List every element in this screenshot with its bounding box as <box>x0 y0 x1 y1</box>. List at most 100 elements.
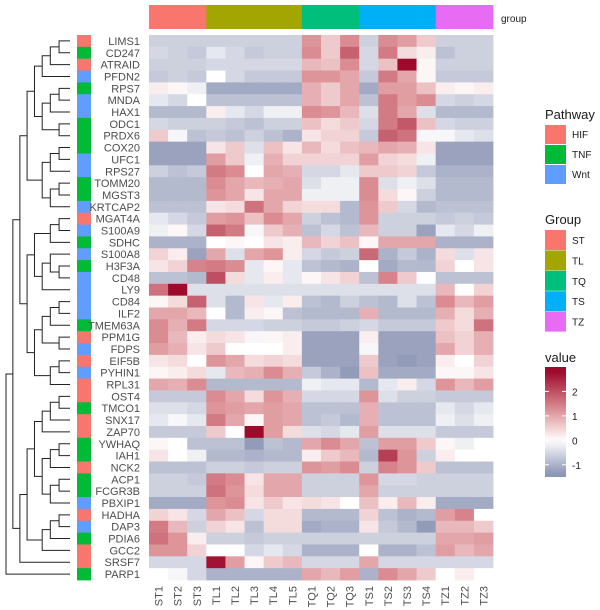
heatmap-cell <box>473 343 494 356</box>
heatmap-cell <box>244 449 265 462</box>
heatmap-cell <box>397 425 417 439</box>
heatmap-cell <box>378 390 398 403</box>
heatmap-cell <box>473 425 494 439</box>
pathway-legend-label: Wnt <box>572 170 590 181</box>
heatmap-cell <box>473 449 494 462</box>
heatmap-cell <box>416 189 437 202</box>
heatmap-cell <box>359 366 379 379</box>
heatmap-cell <box>340 117 360 131</box>
heatmap-cell <box>416 46 437 60</box>
heatmap-cell <box>263 343 284 356</box>
heatmap-cell <box>263 473 284 486</box>
heatmap-cell <box>473 153 494 166</box>
heatmap-cell <box>435 343 456 356</box>
heatmap-cell <box>301 485 322 498</box>
heatmap-cell <box>282 544 303 557</box>
pathway-annotation-cell <box>77 165 91 178</box>
dendrogram-branch <box>58 182 70 196</box>
heatmap-cell <box>244 70 265 83</box>
heatmap-cell <box>225 141 245 154</box>
heatmap-cell <box>435 402 456 415</box>
heatmap-cell <box>206 189 226 202</box>
pathway-annotation-cell <box>77 307 91 320</box>
heatmap-cell <box>340 70 360 83</box>
group-annotation-cell <box>149 5 169 29</box>
heatmap-cell <box>340 532 360 545</box>
heatmap-cell <box>187 165 207 178</box>
heatmap-cell <box>225 153 245 166</box>
dendrogram-branch <box>41 55 70 77</box>
heatmap-cell <box>282 236 303 249</box>
heatmap-cell <box>454 331 475 344</box>
heatmap-cell <box>282 461 303 474</box>
heatmap-cell <box>168 295 188 308</box>
heatmap-cell <box>435 295 456 308</box>
heatmap-cell <box>435 58 456 71</box>
dendrogram-branch <box>33 421 43 477</box>
heatmap-cell <box>301 141 322 154</box>
heatmap-cell <box>263 544 284 557</box>
heatmap-cell <box>244 414 265 427</box>
heatmap-cell <box>187 82 207 95</box>
heatmap-cell <box>359 46 379 60</box>
row-label: CD247 <box>106 48 140 60</box>
heatmap-cell <box>397 461 417 474</box>
heatmap-cell <box>206 473 226 486</box>
heatmap-cell <box>416 473 437 486</box>
dendrogram-branch <box>58 395 70 409</box>
heatmap-cell <box>187 283 207 297</box>
heatmap-cell <box>244 106 265 119</box>
heatmap-cell <box>359 189 379 202</box>
heatmap-cell <box>149 283 169 297</box>
colorbar-tick-label: -1 <box>572 461 581 472</box>
heatmap-cell <box>149 402 169 415</box>
heatmap-cell <box>397 165 417 178</box>
heatmap-cell <box>168 200 188 214</box>
heatmap-cell <box>454 532 475 545</box>
heatmap-cell <box>340 212 360 225</box>
heatmap-cell <box>263 117 284 131</box>
heatmap-cell <box>263 437 284 451</box>
heatmap-cell <box>378 568 398 581</box>
heatmap-cell <box>454 485 475 498</box>
row-label: S100A8 <box>101 249 140 261</box>
dendrogram-branch <box>49 484 70 504</box>
heatmap-cell <box>340 568 360 581</box>
heatmap-cell <box>416 141 437 154</box>
column-label: TZ3 <box>478 586 490 606</box>
heatmap-cell <box>206 141 226 154</box>
pathway-annotation-cell <box>77 520 91 534</box>
heatmap-cell <box>263 70 284 83</box>
pathway-annotation-cell <box>77 425 91 439</box>
heatmap-cell <box>416 390 437 403</box>
dendrogram-branch <box>49 520 70 540</box>
row-label: ODC1 <box>109 119 140 131</box>
heatmap-cell <box>416 153 437 166</box>
column-label: ST1 <box>154 586 166 606</box>
heatmap-cell <box>187 212 207 225</box>
column-label: TL2 <box>230 586 242 605</box>
heatmap-cell <box>321 568 341 581</box>
group-legend-title: Group <box>545 212 581 227</box>
heatmap-cell <box>340 354 360 368</box>
heatmap-cell <box>263 283 284 297</box>
row-label: PDIA6 <box>108 534 140 546</box>
heatmap-cell <box>168 248 188 261</box>
heatmap-cell <box>225 106 245 119</box>
heatmap-cell <box>168 46 188 60</box>
heatmap-cell <box>225 485 245 498</box>
heatmap-cell <box>378 260 398 273</box>
row-label: KRTCAP2 <box>89 202 140 214</box>
heatmap-cell <box>263 366 284 379</box>
heatmap-cell <box>473 366 494 379</box>
heatmap-cell <box>187 449 207 462</box>
column-label: TS2 <box>383 586 395 606</box>
heatmap-cell <box>340 473 360 486</box>
heatmap-cell <box>473 520 494 534</box>
heatmap-cell <box>397 520 417 534</box>
heatmap-cell <box>378 283 398 297</box>
heatmap-cell <box>397 497 417 510</box>
heatmap-cell <box>206 153 226 166</box>
heatmap-cell <box>168 485 188 498</box>
heatmap-cell <box>340 46 360 60</box>
